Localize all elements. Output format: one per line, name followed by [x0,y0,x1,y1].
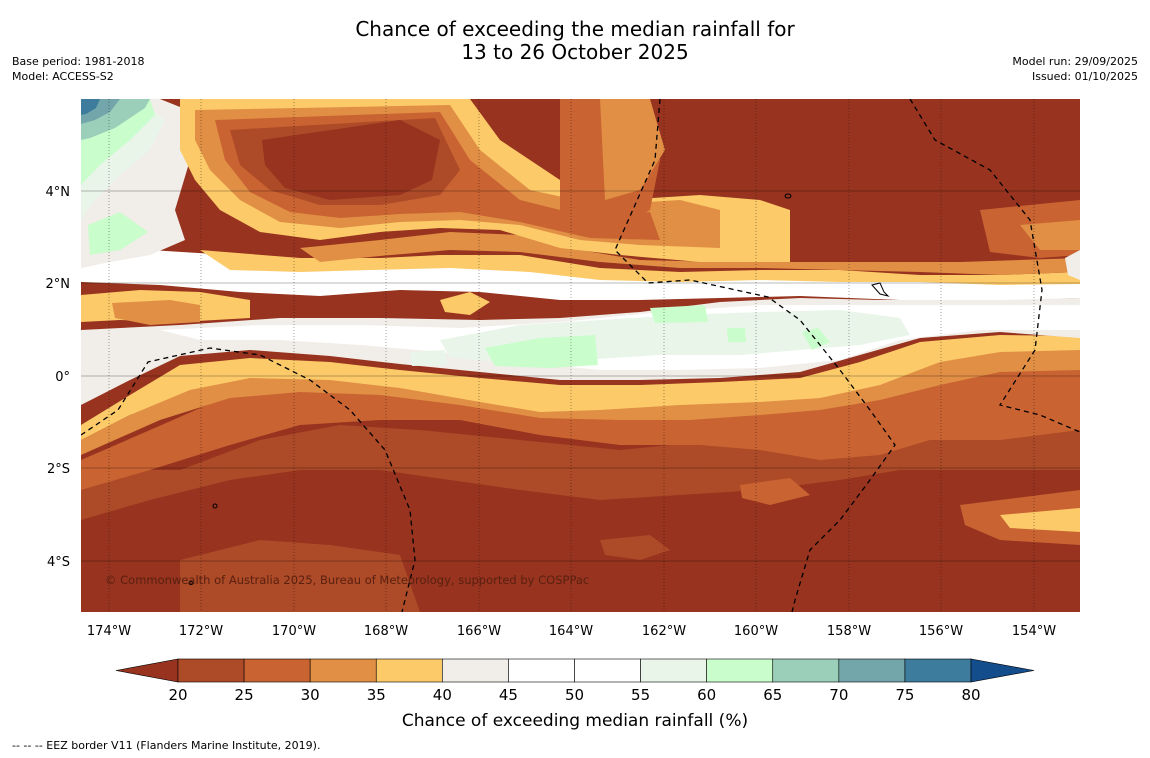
lon-label-162w: 162°W [642,624,686,639]
field-north-35 [300,232,1080,275]
eez-border-east [909,99,1080,433]
ne-right-45 [1065,250,1080,280]
colorbar-swatch-25-30 [243,658,311,683]
colorbar [115,658,1035,683]
issued-date: Issued: 01/10/2025 [1031,70,1138,83]
lon-label-174w: 174°W [87,624,131,639]
colorbar-swatch-35-40 [375,658,443,683]
colorbar-tick-35: 35 [367,686,386,704]
islands [188,193,890,585]
ne-right-35 [1020,220,1080,250]
patch-green-4 [802,328,830,350]
model-name: Model: ACCESS-S2 [12,70,114,83]
colorbar-tick-30: 30 [301,686,320,704]
lat-label-2s: 2°S [47,462,70,477]
patch-green-2 [650,305,708,323]
patch-south-west [180,540,420,612]
lat-label-2n: 2°N [46,277,71,292]
field-north-40 [200,250,1080,285]
ne-edge-35 [600,99,665,200]
lat-label-4n: 4°N [46,185,71,200]
colorbar-swatch-60-65 [706,658,774,683]
lon-label-160w: 160°W [734,624,778,639]
lon-label-170w: 170°W [272,624,316,639]
lat-label-4s: 4°S [47,555,70,570]
colorbar-tick-50: 50 [565,686,584,704]
colorbar-swatch-55-60 [640,658,707,683]
patch-green-5 [410,350,448,366]
lon-label-172w: 172°W [179,624,223,639]
nw-75 [81,99,100,115]
rainfall-field [81,99,1080,612]
lon-label-154w: 154°W [1012,624,1056,639]
north-20-blob [262,120,440,200]
chart-title: Chance of exceeding the median rainfall … [0,18,1150,64]
title-line-1: Chance of exceeding the median rainfall … [355,17,795,41]
lon-label-158w: 158°W [827,624,871,639]
field-band-40 [81,335,1080,440]
colorbar-tick-40: 40 [433,686,452,704]
meta-right: Model run: 29/09/2025 Issued: 01/10/2025 [1012,54,1138,84]
colorbar-tick-25: 25 [235,686,254,704]
colorbar-extend-high [970,658,1035,683]
lon-label-164w: 164°W [549,624,593,639]
lat-lines [81,190,1080,562]
patch-west-35 [112,300,200,325]
lon-label-156w: 156°W [919,624,963,639]
patch-center-40 [440,292,490,315]
colorbar-tick-80: 80 [961,686,980,704]
patch-green-3 [727,328,746,342]
lon-labels: 174°W 172°W 170°W 168°W 166°W 164°W 162°… [87,624,1056,639]
colorbar-swatch-30-35 [309,658,377,683]
eez-border-central [614,99,896,612]
field-band-30 [81,355,1080,490]
model-run: Model run: 29/09/2025 [1012,55,1138,68]
base-period: Base period: 1981-2018 [12,55,145,68]
title-line-2: 13 to 26 October 2025 [461,40,689,64]
nw-green-patch [88,212,148,255]
eez-footnote: -- -- -- EEZ border V11 (Flanders Marine… [12,739,321,752]
lon-label-168w: 168°W [364,624,408,639]
colorbar-swatch-20-25 [177,658,245,683]
colorbar-swatch-65-70 [772,658,840,683]
colorbar-extend-low [115,658,179,683]
lat-labels: 4°N 2°N 0° 2°S 4°S [46,185,71,570]
colorbar-swatch-75-80 [904,658,972,683]
eez-borders [81,99,1080,612]
island-2 [212,503,218,509]
patch-green-1 [485,335,598,368]
colorbar-tick-45: 45 [499,686,518,704]
colorbar-swatch-45-50 [508,658,575,683]
patch-south-east [740,478,810,505]
patch-south-mid [600,535,670,560]
colorbar-tick-20: 20 [168,686,187,704]
colorbar-tick-70: 70 [829,686,848,704]
colorbar-swatch-50-55 [574,658,641,683]
map-figure: © Commonwealth of Australia 2025, Bureau… [46,99,1080,731]
patch-south-far-east-40 [1000,508,1080,532]
colorbar-tick-60: 60 [697,686,716,704]
colorbar-tick-labels: 20 25 30 35 40 45 50 55 60 65 70 75 80 [168,686,980,704]
colorbar-swatch-40-45 [442,658,509,683]
field-north-50 [81,235,1080,300]
colorbar-tick-55: 55 [631,686,650,704]
island-3 [188,581,194,585]
colorbar-tick-75: 75 [895,686,914,704]
colorbar-swatch-70-75 [838,658,906,683]
colorbar-title: Chance of exceeding median rainfall (%) [402,711,748,731]
lon-label-166w: 166°W [457,624,501,639]
eez-border-west [81,347,416,612]
island-kiritimati [871,282,890,297]
lat-label-0: 0° [55,370,70,385]
colorbar-tick-65: 65 [763,686,782,704]
island-1 [784,193,792,199]
copyright-text: © Commonwealth of Australia 2025, Bureau… [105,573,589,587]
meta-left: Base period: 1981-2018 Model: ACCESS-S2 [12,54,144,84]
